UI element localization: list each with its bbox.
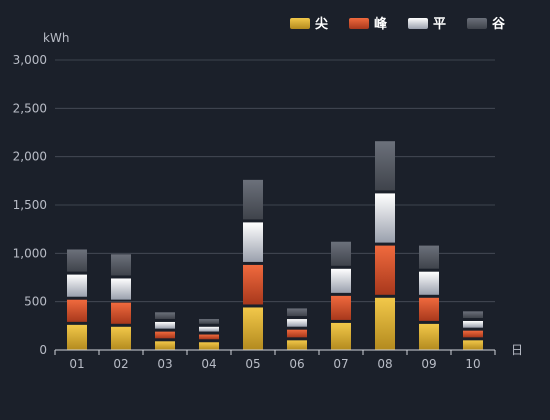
bar-segment-02-3[interactable] <box>111 254 131 276</box>
bar-segment-08-0[interactable] <box>375 297 395 350</box>
legend: 尖峰平谷 <box>290 16 506 32</box>
y-tick-label: 2,000 <box>13 150 47 164</box>
bar-segment-05-2[interactable] <box>243 222 263 262</box>
legend-swatch <box>408 18 428 29</box>
bar-segment-05-1[interactable] <box>243 264 263 305</box>
bar-segment-10-1[interactable] <box>463 330 483 338</box>
bar-segment-10-0[interactable] <box>463 340 483 350</box>
legend-swatch <box>467 18 487 29</box>
bar-segment-07-3[interactable] <box>331 241 351 266</box>
bar-segment-09-2[interactable] <box>419 271 439 295</box>
bar-segment-06-2[interactable] <box>287 319 307 327</box>
bar-segment-06-1[interactable] <box>287 329 307 338</box>
x-tick-label: 08 <box>377 357 392 371</box>
bar-segment-04-3[interactable] <box>199 319 219 324</box>
legend-label: 平 <box>433 17 446 32</box>
y-tick-label: 0 <box>39 343 47 357</box>
x-tick-label: 09 <box>421 357 436 371</box>
bar-segment-07-1[interactable] <box>331 295 351 320</box>
legend-label: 谷 <box>492 16 506 32</box>
bar-segment-08-3[interactable] <box>375 141 395 191</box>
bar-segment-04-1[interactable] <box>199 334 219 340</box>
bar-segment-04-2[interactable] <box>199 326 219 332</box>
bars <box>67 141 483 350</box>
x-tick-label: 02 <box>113 357 128 371</box>
legend-item-1[interactable]: 峰 <box>349 16 388 32</box>
legend-swatch <box>290 18 310 29</box>
bar-segment-06-0[interactable] <box>287 340 307 350</box>
bar-segment-03-1[interactable] <box>155 331 175 339</box>
y-axis-unit: kWh <box>43 31 69 45</box>
bar-segment-03-2[interactable] <box>155 321 175 329</box>
bar-segment-06-3[interactable] <box>287 308 307 317</box>
y-tick-label: 3,000 <box>13 53 47 67</box>
bar-segment-03-0[interactable] <box>155 341 175 350</box>
bar-segment-08-1[interactable] <box>375 245 395 295</box>
bar-segment-09-3[interactable] <box>419 245 439 269</box>
bar-segment-05-0[interactable] <box>243 307 263 350</box>
bar-segment-01-0[interactable] <box>67 324 87 350</box>
bar-segment-09-1[interactable] <box>419 297 439 321</box>
bar-segment-01-3[interactable] <box>67 249 87 272</box>
legend-swatch <box>349 18 369 29</box>
legend-item-0[interactable]: 尖 <box>290 16 328 32</box>
bar-segment-08-2[interactable] <box>375 193 395 243</box>
x-tick-label: 05 <box>245 357 260 371</box>
bar-segment-03-3[interactable] <box>155 312 175 319</box>
bar-segment-10-3[interactable] <box>463 311 483 318</box>
bar-segment-01-2[interactable] <box>67 274 87 297</box>
legend-item-3[interactable]: 谷 <box>467 16 506 32</box>
bar-segment-02-1[interactable] <box>111 302 131 324</box>
legend-label: 尖 <box>315 16 328 32</box>
y-tick-label: 1,500 <box>13 198 47 212</box>
legend-label: 峰 <box>374 16 388 32</box>
x-tick-label: 10 <box>465 357 480 371</box>
bar-segment-10-2[interactable] <box>463 321 483 328</box>
bar-segment-07-0[interactable] <box>331 322 351 350</box>
bar-segment-02-0[interactable] <box>111 326 131 350</box>
legend-item-2[interactable]: 平 <box>408 17 446 32</box>
bar-segment-05-3[interactable] <box>243 179 263 220</box>
bar-segment-02-2[interactable] <box>111 278 131 300</box>
y-tick-label: 500 <box>24 295 47 309</box>
x-axis-unit: 日 <box>511 343 523 357</box>
y-tick-label: 2,500 <box>13 101 47 115</box>
x-tick-label: 04 <box>201 357 216 371</box>
bar-segment-09-0[interactable] <box>419 323 439 350</box>
bar-segment-01-1[interactable] <box>67 299 87 322</box>
bar-segment-04-0[interactable] <box>199 342 219 350</box>
x-tick-label: 06 <box>289 357 304 371</box>
x-tick-label: 01 <box>69 357 84 371</box>
bar-segment-07-2[interactable] <box>331 268 351 293</box>
x-tick-label: 07 <box>333 357 348 371</box>
x-tick-label: 03 <box>157 357 172 371</box>
x-axis: 01 02 03 04 05 06 07 08 09 10 <box>54 349 496 371</box>
y-tick-label: 1,000 <box>13 246 47 260</box>
y-axis-tick-labels: 0 500 1,000 1,500 2,000 2,500 3,000 <box>13 53 47 357</box>
